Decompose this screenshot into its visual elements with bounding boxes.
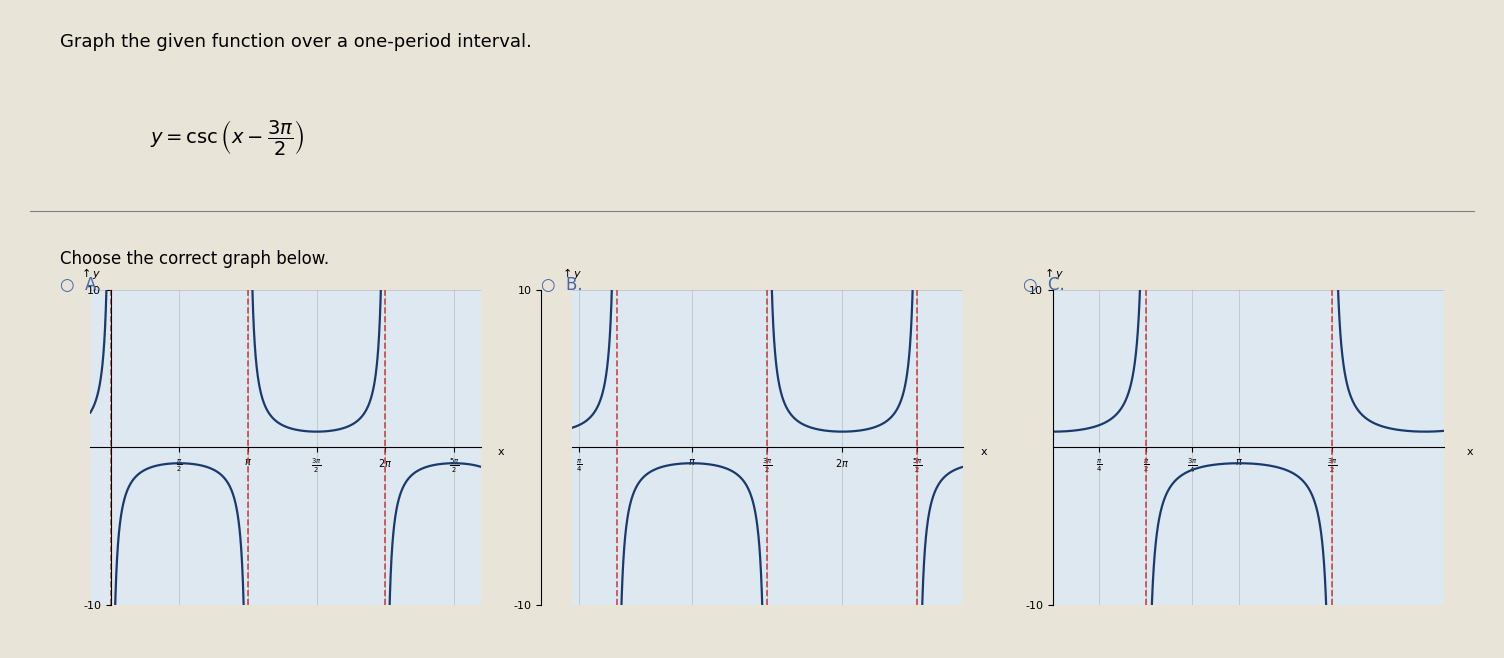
Text: x: x [981,447,987,457]
Text: x: x [1466,447,1472,457]
Text: Choose the correct graph below.: Choose the correct graph below. [60,250,329,268]
Text: x: x [498,447,504,457]
Text: $\uparrow y$: $\uparrow y$ [561,266,582,281]
Text: $\uparrow y$: $\uparrow y$ [1042,266,1063,281]
Text: $y = \csc\left(x - \dfrac{3\pi}{2}\right)$: $y = \csc\left(x - \dfrac{3\pi}{2}\right… [150,118,305,157]
Text: $\uparrow y$: $\uparrow y$ [80,266,101,281]
Text: Graph the given function over a one-period interval.: Graph the given function over a one-peri… [60,33,532,51]
Text: ○  C.: ○ C. [1023,276,1065,294]
Text: ○  A.: ○ A. [60,276,102,294]
Text: ○  B.: ○ B. [541,276,584,294]
